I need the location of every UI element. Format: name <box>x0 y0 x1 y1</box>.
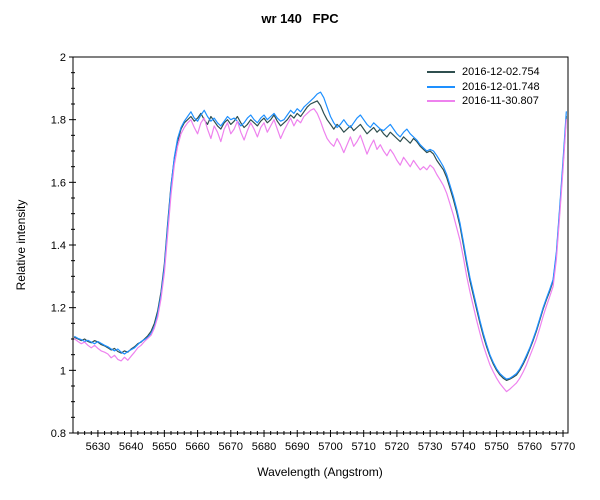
legend-row-0: 2016-12-02.754 <box>427 65 540 80</box>
x-axis-tick-label: 5730 <box>418 441 442 453</box>
legend-swatch-1 <box>427 85 455 88</box>
legend-label-1: 2016-12-01.748 <box>462 80 540 93</box>
x-axis-tick-label: 5670 <box>219 441 243 453</box>
y-axis-tick-label: 1.2 <box>51 303 66 315</box>
x-axis-title: Wavelength (Angstrom) <box>257 465 383 479</box>
y-axis-tick-label: 1.4 <box>51 240 66 252</box>
x-axis-tick-label: 5700 <box>318 441 342 453</box>
series-line-1 <box>74 91 567 380</box>
y-axis-tick-label: 1.6 <box>51 177 66 189</box>
x-axis-tick-label: 5760 <box>518 441 542 453</box>
chart-title: wr 140 FPC <box>261 11 339 26</box>
legend-row-2: 2016-11-30.807 <box>427 94 540 109</box>
legend-row-1: 2016-12-01.748 <box>427 80 540 95</box>
y-axis-tick-label: 0.8 <box>51 428 66 440</box>
x-axis-tick-label: 5750 <box>484 441 508 453</box>
x-axis-tick-label: 5720 <box>385 441 409 453</box>
x-axis-tick-label: 5740 <box>451 441 475 453</box>
y-axis-tick-label: 1.8 <box>51 115 66 127</box>
legend-label-2: 2016-11-30.807 <box>462 95 539 108</box>
x-axis-tick-label: 5690 <box>285 441 309 453</box>
plot-box <box>72 56 569 434</box>
legend-swatch-0 <box>427 71 455 74</box>
x-axis-tick-label: 5630 <box>86 441 110 453</box>
series-line-2 <box>74 108 567 393</box>
x-axis-tick-label: 5770 <box>551 441 575 453</box>
x-axis-tick-label: 5650 <box>152 441 176 453</box>
y-axis-tick-label: 2 <box>60 52 66 64</box>
x-axis-tick-label: 5680 <box>252 441 276 453</box>
x-axis-tick-label: 5710 <box>351 441 375 453</box>
legend-swatch-2 <box>427 100 455 103</box>
series-line-0 <box>74 100 567 381</box>
x-axis-tick-label: 5660 <box>185 441 209 453</box>
legend: 2016-12-02.754 2016-12-01.748 2016-11-30.8… <box>427 65 540 109</box>
x-axis-tick-label: 5640 <box>119 441 143 453</box>
y-axis-tick-label: 1 <box>60 365 66 377</box>
legend-label-0: 2016-12-02.754 <box>462 66 540 79</box>
